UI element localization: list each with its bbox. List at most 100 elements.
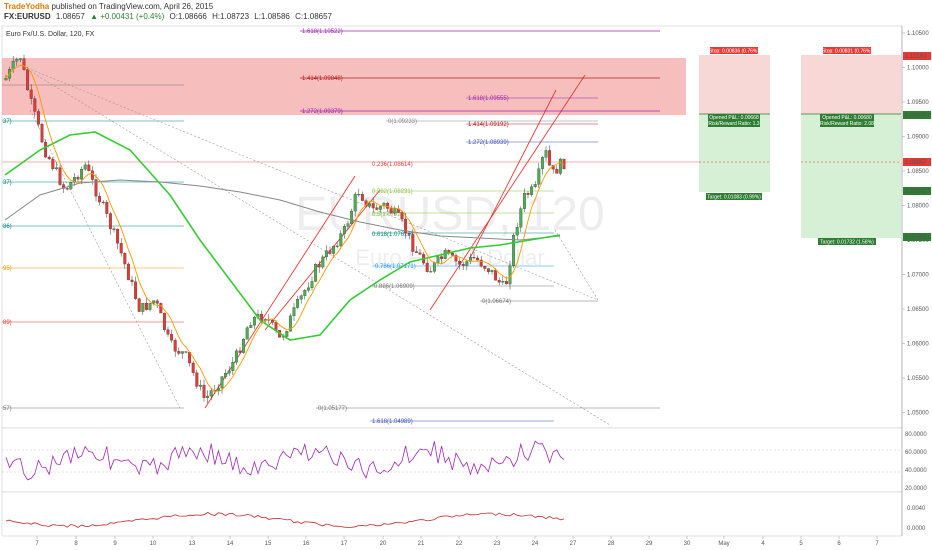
candle-body[interactable] bbox=[483, 266, 487, 269]
candle-body[interactable] bbox=[191, 362, 195, 373]
candle-body[interactable] bbox=[328, 250, 332, 254]
candle-body[interactable] bbox=[378, 206, 382, 210]
candle-body[interactable] bbox=[479, 259, 483, 267]
candle-body[interactable] bbox=[350, 210, 354, 224]
candle-body[interactable] bbox=[216, 387, 220, 391]
candle-body[interactable] bbox=[299, 295, 303, 300]
candle-body[interactable] bbox=[292, 307, 296, 317]
candle-body[interactable] bbox=[418, 252, 422, 255]
candle-body[interactable] bbox=[440, 256, 444, 259]
candle-body[interactable] bbox=[170, 334, 174, 341]
candle-body[interactable] bbox=[310, 281, 314, 288]
symbol-label[interactable]: FX:EURUSD bbox=[4, 12, 51, 21]
candle-body[interactable] bbox=[544, 150, 548, 158]
candle-body[interactable] bbox=[368, 203, 372, 207]
candle-body[interactable] bbox=[512, 234, 516, 266]
candle-body[interactable] bbox=[227, 370, 231, 374]
candle-body[interactable] bbox=[173, 340, 177, 352]
candle-body[interactable] bbox=[400, 212, 404, 220]
candle-body[interactable] bbox=[404, 218, 408, 234]
candle-body[interactable] bbox=[414, 251, 418, 253]
candle-body[interactable] bbox=[202, 384, 206, 398]
candle-body[interactable] bbox=[540, 157, 544, 169]
candle-body[interactable] bbox=[141, 302, 145, 312]
trendline-lower[interactable] bbox=[19, 64, 611, 426]
candle-body[interactable] bbox=[285, 331, 289, 337]
candle-body[interactable] bbox=[94, 179, 98, 197]
trendline-right[interactable] bbox=[554, 229, 599, 301]
candle-body[interactable] bbox=[501, 281, 505, 283]
candle-body[interactable] bbox=[148, 303, 152, 310]
candle-body[interactable] bbox=[461, 264, 465, 266]
candle-body[interactable] bbox=[429, 271, 433, 273]
candle-body[interactable] bbox=[314, 264, 318, 282]
candle-body[interactable] bbox=[526, 192, 530, 195]
author-link[interactable]: TradeYodha bbox=[4, 2, 50, 11]
candle-body[interactable] bbox=[411, 234, 415, 252]
candle-body[interactable] bbox=[317, 264, 321, 268]
candle-body[interactable] bbox=[72, 177, 76, 183]
candle-body[interactable] bbox=[152, 300, 156, 304]
candle-body[interactable] bbox=[353, 194, 357, 212]
candle-body[interactable] bbox=[270, 320, 274, 323]
candle-body[interactable] bbox=[11, 61, 15, 70]
candle-body[interactable] bbox=[119, 243, 123, 254]
candle-body[interactable] bbox=[468, 257, 472, 262]
candle-body[interactable] bbox=[357, 194, 361, 196]
candle-body[interactable] bbox=[238, 350, 242, 353]
candle-body[interactable] bbox=[231, 362, 235, 371]
candle-body[interactable] bbox=[87, 164, 91, 171]
candle-body[interactable] bbox=[249, 325, 253, 328]
candle-body[interactable] bbox=[134, 281, 138, 299]
candle-body[interactable] bbox=[162, 312, 166, 330]
candle-body[interactable] bbox=[522, 192, 526, 209]
candle-body[interactable] bbox=[18, 58, 22, 60]
candle-body[interactable] bbox=[472, 257, 476, 259]
candle-body[interactable] bbox=[335, 245, 339, 247]
candle-body[interactable] bbox=[497, 280, 501, 283]
candle-body[interactable] bbox=[324, 250, 328, 258]
candle-body[interactable] bbox=[159, 303, 163, 314]
candle-body[interactable] bbox=[360, 194, 364, 201]
candle-body[interactable] bbox=[342, 226, 346, 234]
candle-body[interactable] bbox=[458, 261, 462, 265]
candle-body[interactable] bbox=[33, 98, 37, 112]
candle-body[interactable] bbox=[180, 351, 184, 354]
candle-body[interactable] bbox=[166, 329, 170, 335]
candle-body[interactable] bbox=[407, 233, 411, 235]
candle-body[interactable] bbox=[476, 257, 480, 261]
candle-body[interactable] bbox=[51, 158, 55, 170]
channel-line-3[interactable] bbox=[429, 74, 586, 311]
candle-body[interactable] bbox=[515, 227, 519, 236]
candle-body[interactable] bbox=[105, 202, 109, 214]
candle-body[interactable] bbox=[90, 170, 94, 180]
candle-body[interactable] bbox=[303, 290, 307, 296]
candle-body[interactable] bbox=[346, 223, 350, 227]
candle-body[interactable] bbox=[432, 262, 436, 272]
candle-body[interactable] bbox=[425, 262, 429, 272]
candle-body[interactable] bbox=[375, 207, 379, 210]
candle-body[interactable] bbox=[486, 268, 490, 272]
candle-body[interactable] bbox=[130, 279, 134, 283]
candle-body[interactable] bbox=[558, 158, 562, 174]
candle-body[interactable] bbox=[386, 202, 390, 209]
candle-body[interactable] bbox=[321, 256, 325, 268]
candle-body[interactable] bbox=[47, 156, 51, 160]
candle-body[interactable] bbox=[288, 315, 292, 332]
candle-body[interactable] bbox=[195, 372, 199, 387]
candle-body[interactable] bbox=[242, 339, 246, 353]
channel-line-4[interactable] bbox=[469, 89, 557, 259]
candle-body[interactable] bbox=[436, 256, 440, 263]
candlestick-series[interactable] bbox=[4, 54, 566, 404]
candle-body[interactable] bbox=[530, 186, 534, 195]
candle-body[interactable] bbox=[44, 141, 48, 158]
trend-lines[interactable] bbox=[19, 64, 611, 426]
candle-body[interactable] bbox=[198, 384, 202, 387]
candle-body[interactable] bbox=[548, 150, 552, 166]
candle-body[interactable] bbox=[234, 350, 238, 363]
candle-body[interactable] bbox=[339, 233, 343, 247]
candle-body[interactable] bbox=[101, 201, 105, 203]
candle-body[interactable] bbox=[4, 78, 8, 81]
candle-body[interactable] bbox=[389, 208, 393, 214]
candle-body[interactable] bbox=[465, 261, 469, 266]
